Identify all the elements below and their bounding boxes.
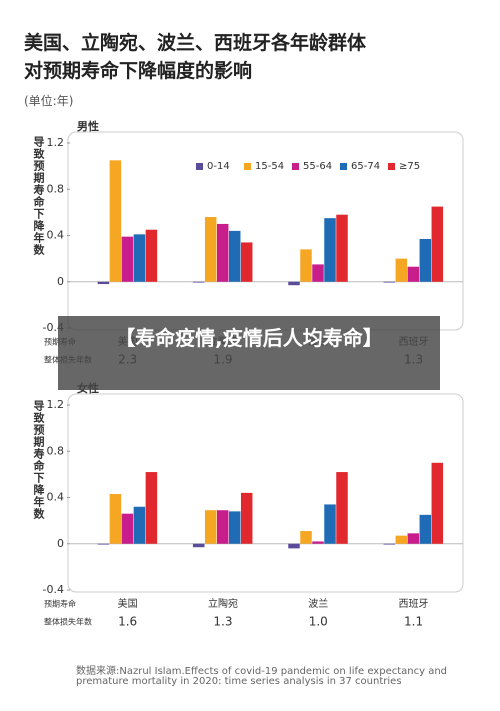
legend-swatch	[244, 163, 251, 170]
bar	[431, 462, 444, 544]
panel-title: 男性	[77, 119, 99, 133]
bar	[204, 510, 217, 544]
bar	[97, 281, 110, 285]
bar	[216, 223, 229, 282]
bar	[133, 506, 146, 544]
bar	[300, 531, 312, 544]
bar	[395, 535, 408, 544]
x-tick-label: 立陶宛	[208, 597, 238, 610]
y-tick-label: -0.4	[43, 583, 64, 596]
bar	[312, 264, 324, 282]
bar	[383, 543, 396, 545]
y-tick-label: 0.4	[47, 491, 65, 504]
y-tick-label: 0.4	[47, 229, 65, 242]
panel	[67, 393, 464, 593]
y-tick-label: 0	[57, 537, 64, 550]
bar	[145, 472, 158, 544]
bar	[121, 513, 134, 544]
y-tick-label: 1.2	[47, 398, 65, 411]
bar	[133, 234, 146, 282]
legend-swatch	[196, 163, 203, 170]
title-line: 美国、立陶宛、波兰、西班牙各年龄群体	[24, 32, 367, 54]
legend-label: 0-14	[207, 161, 230, 172]
bar	[192, 543, 205, 548]
bar	[395, 258, 408, 282]
bar	[121, 236, 134, 282]
legend-label: 15-54	[255, 161, 284, 172]
bar	[407, 533, 420, 544]
bar	[228, 511, 241, 544]
source: premature mortality in 2020: time series…	[76, 676, 402, 687]
bar	[312, 541, 324, 544]
bar	[300, 249, 312, 282]
bar	[145, 229, 158, 282]
y-tick-label: 1.2	[47, 136, 65, 149]
x-tick-label: 西班牙	[399, 598, 429, 610]
bar	[216, 510, 229, 544]
bar	[240, 242, 253, 282]
bar	[204, 217, 217, 282]
y-tick-label: 0	[57, 275, 64, 288]
legend-label: ≥75	[399, 161, 420, 172]
row-label: 预期寿命	[44, 599, 76, 609]
legend-swatch	[340, 163, 347, 170]
bar	[383, 281, 396, 283]
legend-label: 55-64	[303, 161, 332, 172]
bar	[336, 472, 348, 544]
y-axis-label: 导致预期寿命下降年数	[32, 136, 45, 256]
bar	[288, 281, 300, 286]
legend-label: 65-74	[351, 161, 380, 172]
total-value: 1.1	[404, 615, 423, 629]
y-tick-label: 0.8	[47, 444, 65, 457]
bar	[240, 492, 253, 544]
x-tick-label: 波兰	[308, 597, 328, 610]
banner: 【寿命疫情,疫情后人均寿命】	[58, 316, 440, 390]
bar	[109, 160, 122, 282]
bar	[431, 206, 444, 282]
bar	[324, 218, 336, 282]
legend-swatch	[388, 163, 395, 170]
bar	[407, 266, 420, 282]
bar	[97, 543, 110, 545]
bar	[288, 543, 300, 549]
unit: (单位:年)	[24, 94, 74, 108]
legend-swatch	[292, 163, 299, 170]
total-value: 1.6	[118, 615, 137, 629]
bar	[419, 514, 432, 544]
row-label: 整体损失年数	[44, 617, 92, 627]
x-tick-label: 美国	[118, 597, 138, 610]
bar	[324, 504, 336, 544]
bar	[192, 281, 205, 283]
source: 数据来源:Nazrul Islam.Effects of covid-19 pa…	[76, 666, 448, 677]
bar	[336, 214, 348, 282]
bar	[228, 230, 241, 282]
bar	[419, 238, 432, 282]
bar	[109, 494, 122, 544]
title-line: 对预期寿命下降幅度的影响	[24, 60, 253, 82]
y-tick-label: 0.8	[47, 182, 65, 195]
total-value: 1.0	[309, 615, 328, 629]
total-value: 1.3	[213, 615, 232, 629]
y-axis-label: 导致预期寿命下降年数	[32, 400, 45, 520]
